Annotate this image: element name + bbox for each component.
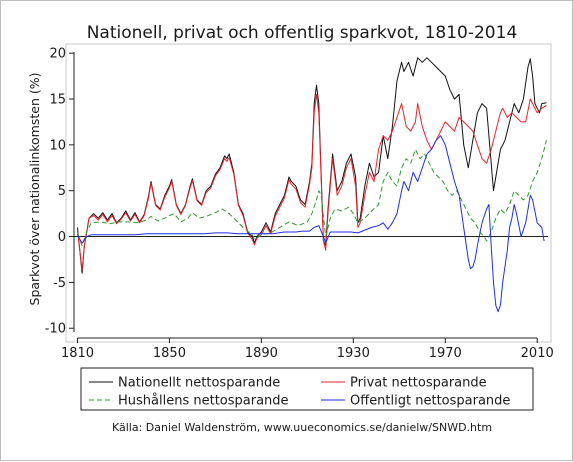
- x-tick-label: 1810: [61, 346, 94, 361]
- y-tick-label: -10: [45, 322, 66, 337]
- series-line-1: [77, 57, 547, 274]
- legend-label: Hushållens nettosparande: [118, 394, 289, 409]
- series-line-4: [77, 135, 545, 313]
- y-axis-label: Sparkvot över nationalinkomsten (%): [27, 73, 42, 306]
- y-tick-label: -5: [53, 276, 66, 291]
- legend-box: [80, 367, 534, 411]
- legend-label: Offentligt nettosparande: [350, 394, 510, 409]
- source-note: Källa: Daniel Waldenström, www.uueconomi…: [112, 421, 492, 434]
- y-tick-label: 15: [49, 93, 66, 108]
- legend-label: Nationellt nettosparande: [118, 376, 280, 391]
- legend-label: Privat nettosparande: [350, 376, 487, 391]
- x-tick-label: 1930: [337, 346, 370, 361]
- legend: Nationellt nettosparande Privat nettospar…: [80, 367, 534, 411]
- x-tick-label: 1890: [245, 346, 278, 361]
- y-tick-label: 0: [58, 230, 66, 245]
- x-tick-label: 1970: [429, 346, 462, 361]
- x-tick-label: 2010: [521, 346, 554, 361]
- chart-title: Nationell, privat och offentlig sparkvot…: [87, 23, 518, 43]
- y-tick-label: 10: [49, 138, 66, 153]
- y-tick-label: 5: [58, 184, 66, 199]
- plot-region-border: [65, 43, 552, 343]
- y-tick-label: 20: [49, 47, 66, 62]
- x-tick-label: 1850: [153, 346, 186, 361]
- series-line-3: [77, 140, 547, 247]
- series-line-2: [77, 93, 547, 271]
- plot-area: 20 15 10 5 0 -5 -10 1810 1850 1890 1930 1970 2010: [45, 47, 554, 361]
